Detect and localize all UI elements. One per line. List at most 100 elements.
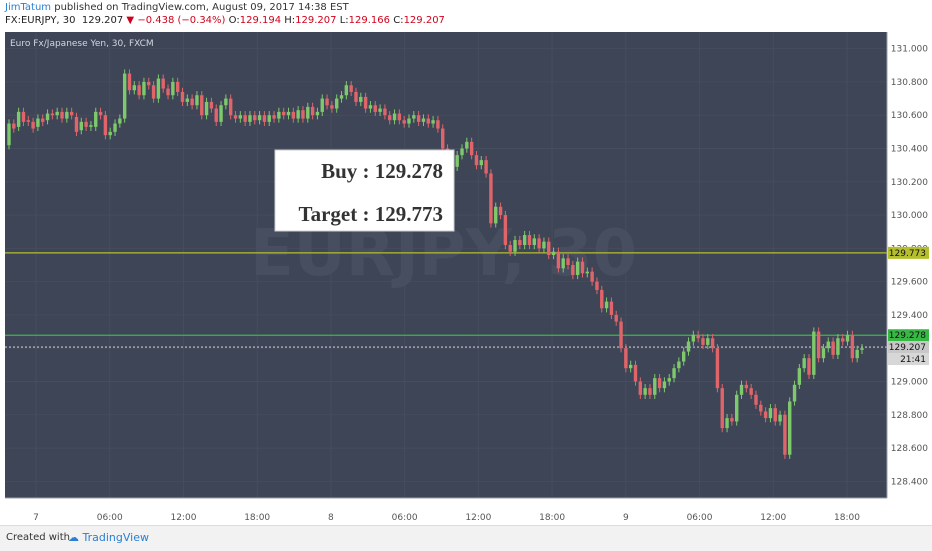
candle-body [494, 206, 498, 224]
candle-body [31, 121, 35, 129]
candle-body [532, 238, 536, 246]
candle-body [142, 81, 146, 96]
candle-body [392, 113, 397, 121]
candle-body [792, 384, 797, 402]
candle [204, 97, 209, 120]
candle-body [701, 338, 705, 345]
candle [344, 81, 349, 100]
candle-body [84, 121, 88, 127]
candle-body [662, 381, 667, 389]
candle [175, 77, 180, 97]
candle [214, 104, 218, 127]
candle-body [195, 95, 199, 106]
candle-body [527, 235, 532, 246]
candle-body [503, 215, 508, 246]
candle [638, 377, 643, 399]
x-tick-label: 06:00 [97, 513, 123, 523]
candle [55, 107, 59, 120]
candle [595, 277, 599, 295]
candle [26, 116, 30, 127]
candle [12, 119, 16, 133]
candle [860, 344, 864, 355]
candle [431, 116, 435, 128]
candle [527, 230, 532, 250]
candle-body [320, 98, 324, 112]
candle-body [315, 111, 320, 116]
candle-body [739, 384, 744, 395]
candle [41, 114, 45, 127]
candle-body [821, 348, 826, 359]
candle [788, 397, 792, 459]
candle-body [118, 118, 122, 124]
candle [677, 357, 681, 373]
price-axis[interactable] [887, 32, 932, 498]
candle [455, 150, 459, 171]
y-tick-label: 129.600 [891, 278, 928, 288]
candle-body [16, 111, 21, 127]
candle [691, 330, 696, 346]
author-link[interactable]: JimTatum [5, 2, 52, 13]
candle [74, 112, 79, 137]
price-chart[interactable]: EURJPY, 30 Euro Fx/Japanese Yen, 30, FXC… [0, 30, 932, 525]
time-axis[interactable] [5, 498, 887, 525]
candle [672, 364, 676, 383]
plot-area[interactable] [5, 32, 887, 498]
candle-body [518, 240, 522, 246]
candle [233, 111, 238, 123]
candle [460, 144, 464, 160]
candle [590, 267, 594, 286]
candle [330, 101, 334, 113]
chart-title: Euro Fx/Japanese Yen, 30, FXCM [10, 39, 154, 49]
target-text: Target : 129.773 [299, 202, 443, 226]
candle [36, 114, 40, 132]
candle [89, 121, 93, 132]
candle-body [556, 251, 561, 269]
candle-body [209, 101, 214, 109]
candle [643, 383, 647, 399]
candle-body [79, 121, 83, 131]
candle [16, 107, 21, 132]
candle-body [768, 408, 773, 419]
candle-body [619, 321, 623, 349]
candle [662, 377, 667, 393]
candle-body [542, 241, 546, 249]
candle [522, 230, 527, 250]
candle [797, 364, 802, 389]
candle [310, 102, 315, 120]
annotation-box[interactable]: Buy : 129.278 Target : 129.773 [274, 149, 455, 232]
candle-body [238, 115, 243, 119]
candle-body [667, 378, 671, 382]
candle [267, 111, 271, 127]
candle-body [190, 98, 194, 106]
candle-body [508, 245, 512, 252]
candle-body [325, 98, 329, 106]
tradingview-logo[interactable]: ☁ TradingView [68, 531, 149, 544]
candle [749, 383, 753, 399]
candle-body [113, 123, 117, 132]
candle-body [122, 73, 127, 119]
candle-body [788, 401, 792, 455]
candle [609, 297, 614, 320]
candle-body [807, 358, 811, 375]
candle [122, 69, 127, 123]
candle-body [65, 111, 69, 119]
price-change: −0.438 (−0.34%) [137, 15, 226, 26]
candle-body [826, 341, 830, 349]
candle-body [339, 95, 344, 99]
candle [243, 111, 247, 127]
candle-body [773, 408, 777, 422]
candle-body [653, 378, 657, 395]
candle-body [744, 384, 749, 389]
candle-body [253, 115, 257, 121]
candle [619, 317, 623, 353]
candle [354, 87, 358, 107]
candle [363, 92, 368, 113]
candle [7, 119, 11, 150]
candle [103, 111, 108, 140]
candle [845, 330, 850, 346]
candle-body [45, 113, 50, 121]
candle [633, 360, 638, 386]
candle-body [715, 348, 720, 389]
candle-body [759, 404, 763, 412]
candle-body [730, 418, 734, 422]
